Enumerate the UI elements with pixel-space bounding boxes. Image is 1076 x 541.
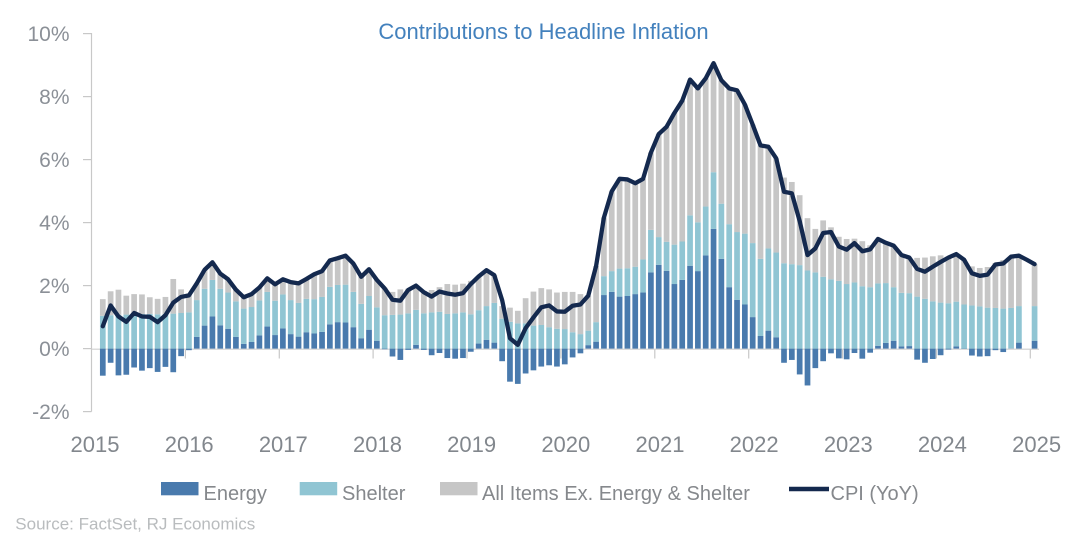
svg-text:2018: 2018 xyxy=(353,432,402,457)
svg-text:2%: 2% xyxy=(39,275,69,298)
svg-text:6%: 6% xyxy=(39,149,69,172)
svg-text:Shelter: Shelter xyxy=(342,483,406,505)
svg-text:4%: 4% xyxy=(39,212,69,235)
svg-text:2019: 2019 xyxy=(447,432,496,457)
svg-text:2024: 2024 xyxy=(918,432,967,457)
svg-text:Source: FactSet, RJ Economics: Source: FactSet, RJ Economics xyxy=(15,515,255,534)
svg-text:2016: 2016 xyxy=(165,432,214,457)
svg-text:8%: 8% xyxy=(39,86,69,109)
svg-text:2023: 2023 xyxy=(824,432,873,457)
svg-text:CPI (YoY): CPI (YoY) xyxy=(831,483,919,505)
svg-text:2022: 2022 xyxy=(730,432,779,457)
svg-text:2025: 2025 xyxy=(1012,432,1061,457)
svg-text:All Items Ex. Energy & Shelter: All Items Ex. Energy & Shelter xyxy=(482,483,750,505)
svg-text:2020: 2020 xyxy=(541,432,590,457)
svg-text:0%: 0% xyxy=(39,338,69,361)
svg-text:Energy: Energy xyxy=(204,483,267,505)
svg-text:2017: 2017 xyxy=(259,432,308,457)
svg-text:-2%: -2% xyxy=(32,401,69,424)
svg-text:Contributions to Headline Infl: Contributions to Headline Inflation xyxy=(378,19,708,44)
svg-text:2021: 2021 xyxy=(636,432,685,457)
svg-text:2015: 2015 xyxy=(71,432,120,457)
svg-text:10%: 10% xyxy=(27,23,69,46)
